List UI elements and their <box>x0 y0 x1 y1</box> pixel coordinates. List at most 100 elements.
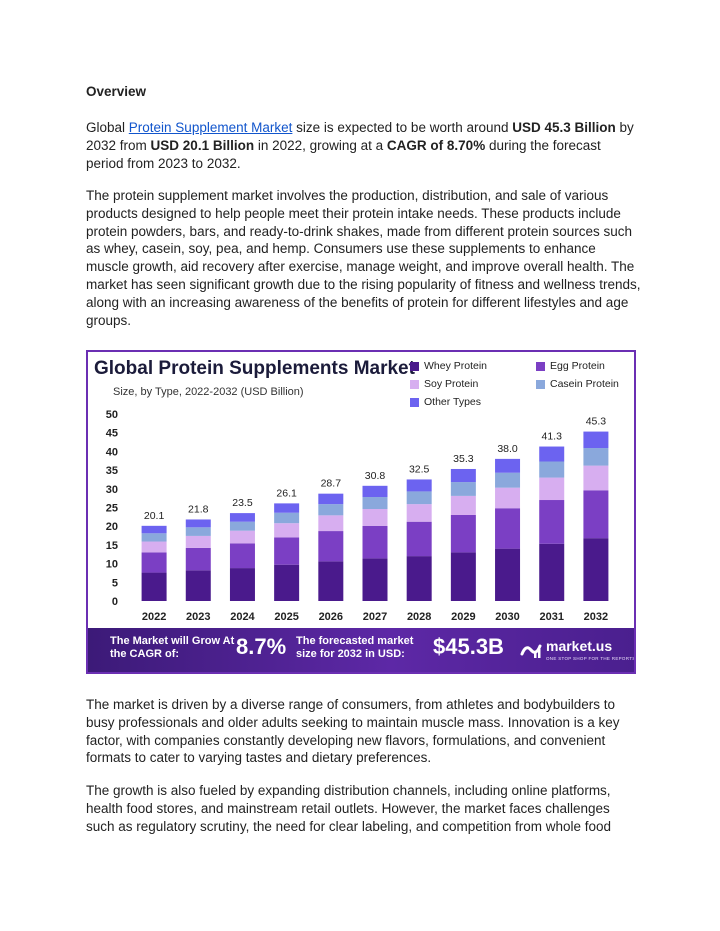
x-tick-label: 2027 <box>363 611 387 623</box>
bar-segment <box>539 500 565 544</box>
y-tick-label: 35 <box>106 465 118 477</box>
protein-supplement-market-link[interactable]: Protein Supplement Market <box>128 120 293 135</box>
x-tick-label: 2023 <box>186 611 210 623</box>
bar-segment <box>141 541 167 553</box>
y-tick-label: 50 <box>106 409 118 421</box>
bar-segment <box>495 458 521 473</box>
bar-segment <box>274 564 300 601</box>
x-tick-label: 2029 <box>451 611 475 623</box>
bar-segment <box>141 533 167 542</box>
bar-segment <box>229 513 255 522</box>
x-tick-label: 2032 <box>584 611 608 623</box>
bar-segment <box>450 514 476 553</box>
bar-segment <box>583 465 609 491</box>
bar-segment <box>274 503 300 513</box>
legend-swatch <box>536 361 545 371</box>
legend-swatch <box>536 379 545 389</box>
bar-segment <box>362 558 388 601</box>
bar-total-label: 20.1 <box>144 510 165 522</box>
bar-segment <box>141 552 167 573</box>
bar-segment <box>229 568 255 601</box>
bar-segment <box>185 547 211 571</box>
market-summary-paragraph: Global Protein Supplement Market size is… <box>86 119 642 172</box>
brand-tagline: ONE STOP SHOP FOR THE REPORTS <box>546 656 636 661</box>
bar-segment <box>583 448 609 466</box>
market-description-paragraph: The protein supplement market involves t… <box>86 188 641 328</box>
chart-title: Global Protein Supplements Market <box>94 358 415 379</box>
legend-label: Casein Protein <box>550 378 619 390</box>
bar-segment <box>539 461 565 478</box>
x-tick-label: 2022 <box>142 611 166 623</box>
bar-segment <box>318 531 344 562</box>
bar-segment <box>450 468 476 483</box>
summary-text: during the forecast period from 2023 to … <box>86 137 601 171</box>
bar-total-label: 28.7 <box>321 478 342 490</box>
chart-legend: Whey Protein Egg Protein Soy Protein Cas… <box>410 360 632 412</box>
x-tick-label: 2026 <box>319 611 343 623</box>
bar-segment <box>274 523 300 538</box>
summary-text: Global <box>86 120 129 135</box>
bar-total-label: 21.8 <box>188 503 209 515</box>
y-tick-label: 20 <box>106 521 118 533</box>
legend-item-other: Other Types <box>410 396 481 408</box>
distribution-paragraph: The growth is also fueled by expanding d… <box>86 783 612 834</box>
bar-total-label: 45.3 <box>586 416 607 428</box>
y-tick-label: 5 <box>112 577 118 589</box>
cagr-value: CAGR of 8.70% <box>386 137 486 153</box>
bar-segment <box>229 521 255 531</box>
bar-segment <box>185 570 211 601</box>
bar-segment <box>406 479 432 492</box>
legend-label: Soy Protein <box>424 378 479 390</box>
forecast-value: USD 45.3 Billion <box>512 120 616 135</box>
summary-text: in 2022, growing at a <box>254 137 387 153</box>
bar-segment <box>495 508 521 549</box>
bar-total-label: 26.1 <box>276 487 297 499</box>
bar-segment <box>141 572 167 601</box>
bar-segment <box>318 561 344 601</box>
bar-total-label: 35.3 <box>453 453 474 465</box>
bar-segment <box>450 482 476 496</box>
legend-swatch <box>410 397 419 407</box>
forecast-highlight: $45.3B <box>433 634 504 659</box>
legend-item-egg: Egg Protein <box>536 360 605 372</box>
market-us-logo-icon <box>520 644 542 658</box>
legend-label: Egg Protein <box>550 360 605 372</box>
cagr-highlight: 8.7% <box>236 634 287 659</box>
bar-total-label: 30.8 <box>365 470 386 482</box>
bar-segment <box>185 519 211 528</box>
brand-name: market.us <box>546 638 613 654</box>
bar-segment <box>362 485 388 498</box>
legend-item-soy: Soy Protein <box>410 378 478 390</box>
bar-segment <box>539 446 565 462</box>
bar-segment <box>495 487 521 509</box>
bar-segment <box>583 490 609 539</box>
legend-swatch <box>410 361 419 371</box>
bar-total-label: 41.3 <box>542 431 563 443</box>
bar-segment <box>539 543 565 601</box>
forecast-label: The forecasted market size for 2032 in U… <box>296 635 414 660</box>
bar-total-label: 38.0 <box>497 443 518 455</box>
y-tick-label: 10 <box>106 559 118 571</box>
y-tick-label: 0 <box>112 596 118 608</box>
bar-segment <box>539 477 565 501</box>
market-drivers-paragraph: The market is driven by a diverse range … <box>86 697 620 766</box>
bar-segment <box>185 527 211 536</box>
bar-segment <box>229 530 255 544</box>
bar-segment <box>495 548 521 601</box>
stacked-bar-chart: 0510152025303540455020.1202221.8202323.5… <box>106 409 609 623</box>
x-tick-label: 2028 <box>407 611 431 623</box>
chart-subtitle: Size, by Type, 2022-2032 (USD Billion) <box>113 386 304 398</box>
cagr-label: The Market will Grow At the CAGR of: <box>110 635 235 660</box>
bar-segment <box>362 525 388 559</box>
bar-segment <box>583 431 609 449</box>
x-tick-label: 2030 <box>495 611 519 623</box>
x-tick-label: 2025 <box>274 611 298 623</box>
bar-segment <box>450 552 476 601</box>
legend-swatch <box>410 379 419 389</box>
bar-segment <box>362 497 388 509</box>
bar-segment <box>141 525 167 534</box>
x-tick-label: 2024 <box>230 611 255 623</box>
bar-segment <box>406 491 432 505</box>
market-infographic: Global Protein Supplements Market Size, … <box>86 350 636 674</box>
legend-item-whey: Whey Protein <box>410 360 487 372</box>
